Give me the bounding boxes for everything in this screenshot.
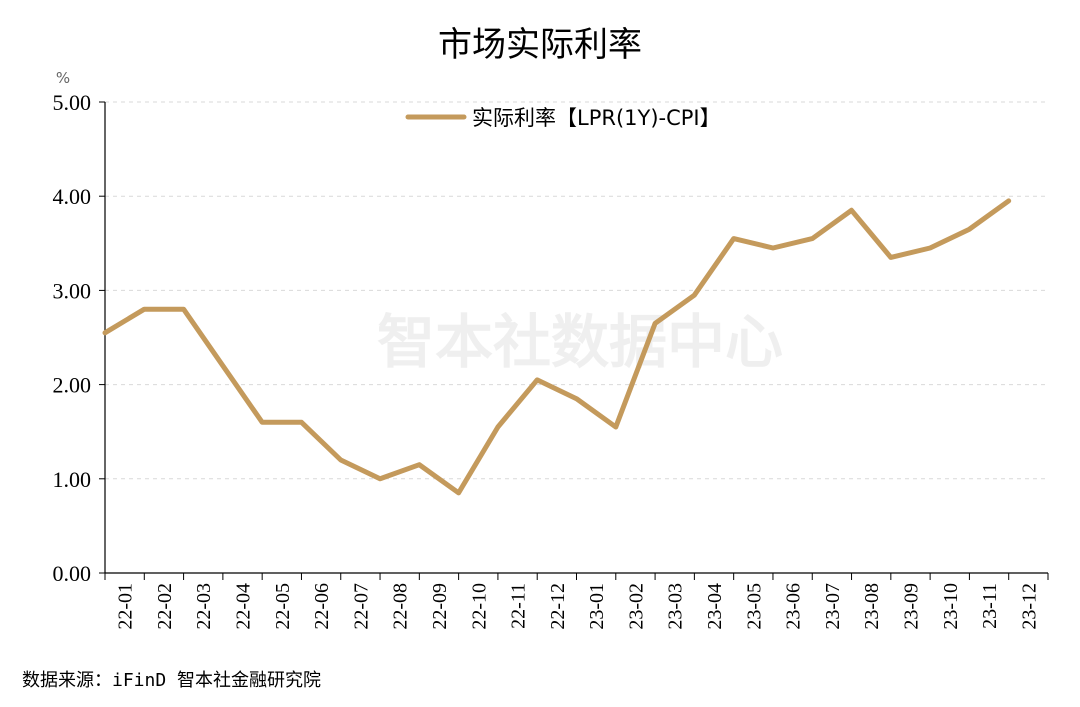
x-tick-label: 22-09: [429, 583, 451, 630]
x-tick-label: 22-11: [508, 583, 530, 629]
chart-title: 市场实际利率: [438, 25, 642, 65]
x-tick-label: 22-03: [193, 583, 215, 630]
watermark-text: 智本社数据中心: [377, 308, 783, 376]
x-tick-label: 23-03: [665, 583, 687, 630]
source-note: 数据来源：iFinD 智本社金融研究院: [22, 670, 321, 691]
y-tick-label: 1.00: [53, 467, 92, 492]
y-axis-unit: %: [56, 69, 70, 87]
x-tick-label: 22-10: [468, 583, 490, 630]
x-tick-label: 22-08: [390, 583, 412, 630]
x-tick-label: 23-01: [586, 583, 608, 630]
series-line: [102, 198, 1012, 496]
x-tick-label: 23-09: [900, 583, 922, 630]
y-tick-label: 0.00: [53, 561, 92, 586]
y-tick-label: 5.00: [53, 90, 92, 115]
x-tick-label: 23-02: [625, 583, 647, 630]
x-tick-label: 23-08: [861, 583, 883, 630]
x-tick-label: 22-02: [154, 583, 176, 630]
y-tick-label: 2.00: [53, 373, 92, 398]
x-tick-label: 23-12: [1018, 583, 1040, 630]
x-tick-label: 23-11: [979, 583, 1001, 629]
x-tick-label: 22-12: [547, 583, 569, 630]
y-tick-label: 3.00: [53, 278, 92, 303]
legend-label: 实际利率【LPR(1Y)-CPI】: [472, 106, 721, 130]
x-axis-ticks: 22-01 22-02 22-03 22-04 22-05 22-06 22-07 22-08…: [104, 573, 1049, 630]
series-group: [102, 198, 1012, 496]
y-axis-ticks: 0.00 1.00 2.00 3.00 4.00 5.00: [53, 90, 105, 586]
x-tick-label: 22-05: [272, 583, 294, 630]
x-tick-label: 23-06: [783, 583, 805, 630]
x-tick-label: 22-01: [115, 583, 137, 630]
x-tick-label: 23-07: [822, 583, 844, 630]
x-tick-label: 22-07: [350, 583, 372, 630]
gridlines: [105, 101, 1048, 480]
legend: 实际利率【LPR(1Y)-CPI】: [405, 106, 721, 130]
x-tick-label: 22-04: [233, 583, 255, 630]
x-tick-label: 23-04: [704, 583, 726, 630]
x-tick-label: 23-10: [940, 583, 962, 630]
x-tick-label: 23-05: [743, 583, 765, 630]
y-tick-label: 4.00: [53, 184, 92, 209]
x-tick-label: 22-06: [311, 583, 333, 630]
